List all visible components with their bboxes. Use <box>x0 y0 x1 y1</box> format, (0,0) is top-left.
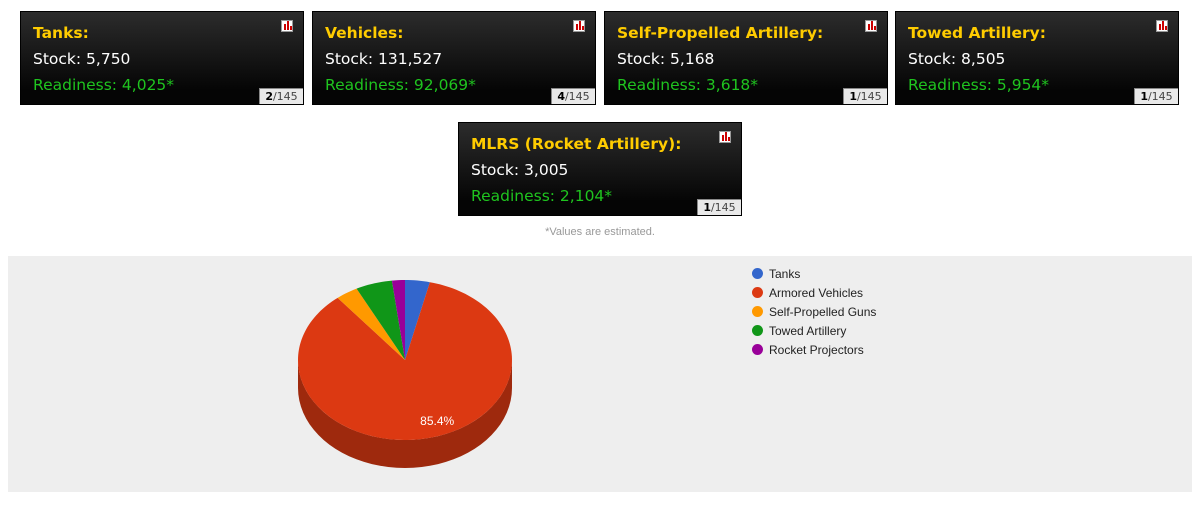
card-title: Self-Propelled Artillery: <box>617 24 824 42</box>
rank-total: /145 <box>564 90 590 103</box>
legend-swatch <box>752 268 763 279</box>
legend-swatch <box>752 344 763 355</box>
card-readiness: Readiness: 4,025* <box>33 76 175 94</box>
card-stock: Stock: 5,168 <box>617 50 715 68</box>
pie-slice-tanks[interactable] <box>405 280 430 360</box>
card-title: Tanks: <box>33 24 89 42</box>
chart-panel: 85.4% Tanks Armored Vehicles Self-Propel… <box>8 256 1192 492</box>
pie-side-armored-vehicles <box>298 360 512 468</box>
rank-badge: 1/145 <box>697 199 741 215</box>
legend-label: Self-Propelled Guns <box>769 305 877 319</box>
rank-badge: 4/145 <box>551 88 595 104</box>
card-stock: Stock: 5,750 <box>33 50 131 68</box>
card-stock: Stock: 3,005 <box>471 161 569 179</box>
card-readiness: Readiness: 5,954* <box>908 76 1050 94</box>
rank-value: 1 <box>1140 90 1148 103</box>
rank-badge: 1/145 <box>1134 88 1178 104</box>
legend-swatch <box>752 287 763 298</box>
card-stock: Stock: 8,505 <box>908 50 1006 68</box>
rank-badge: 2/145 <box>259 88 303 104</box>
bar-chart-icon[interactable] <box>573 20 585 32</box>
pie-slice-self-propelled-guns[interactable] <box>337 288 405 360</box>
card-tanks[interactable]: Tanks: Stock: 5,750 Readiness: 4,025* 2/… <box>20 11 304 105</box>
rank-total: /145 <box>856 90 882 103</box>
legend-label: Armored Vehicles <box>769 286 864 300</box>
card-title: MLRS (Rocket Artillery): <box>471 135 682 153</box>
card-self-propelled-artillery[interactable]: Self-Propelled Artillery: Stock: 5,168 R… <box>604 11 888 105</box>
rank-value: 1 <box>849 90 857 103</box>
bar-chart-icon[interactable] <box>865 20 877 32</box>
card-towed-artillery[interactable]: Towed Artillery: Stock: 8,505 Readiness:… <box>895 11 1179 105</box>
legend-swatch <box>752 325 763 336</box>
card-vehicles[interactable]: Vehicles: Stock: 131,527 Readiness: 92,0… <box>312 11 596 105</box>
card-readiness: Readiness: 2,104* <box>471 187 613 205</box>
pie-slice-towed-artillery[interactable] <box>356 280 405 360</box>
pie-data-label: 85.4% <box>420 414 454 428</box>
bar-chart-icon[interactable] <box>281 20 293 32</box>
card-stock: Stock: 131,527 <box>325 50 443 68</box>
card-title: Towed Artillery: <box>908 24 1046 42</box>
estimate-note: *Values are estimated. <box>545 226 655 238</box>
card-mlrs[interactable]: MLRS (Rocket Artillery): Stock: 3,005 Re… <box>458 122 742 216</box>
legend-swatch <box>752 306 763 317</box>
rank-total: /145 <box>272 90 298 103</box>
card-readiness: Readiness: 3,618* <box>617 76 759 94</box>
card-readiness: Readiness: 92,069* <box>325 76 476 94</box>
pie-slice-rocket-projectors[interactable] <box>391 280 405 360</box>
rank-total: /145 <box>1147 90 1173 103</box>
bar-chart-icon[interactable] <box>1156 20 1168 32</box>
card-title: Vehicles: <box>325 24 404 42</box>
rank-value: 4 <box>557 90 565 103</box>
pie-slice-armored-vehicles[interactable] <box>298 282 512 440</box>
legend-label: Towed Artillery <box>769 324 847 338</box>
bar-chart-icon[interactable] <box>719 131 731 143</box>
pie-chart[interactable]: 85.4% <box>8 256 1192 492</box>
rank-value: 1 <box>703 201 711 214</box>
rank-badge: 1/145 <box>843 88 887 104</box>
rank-value: 2 <box>265 90 273 103</box>
rank-total: /145 <box>710 201 736 214</box>
legend-label: Tanks <box>769 267 801 281</box>
legend-label: Rocket Projectors <box>769 343 864 357</box>
